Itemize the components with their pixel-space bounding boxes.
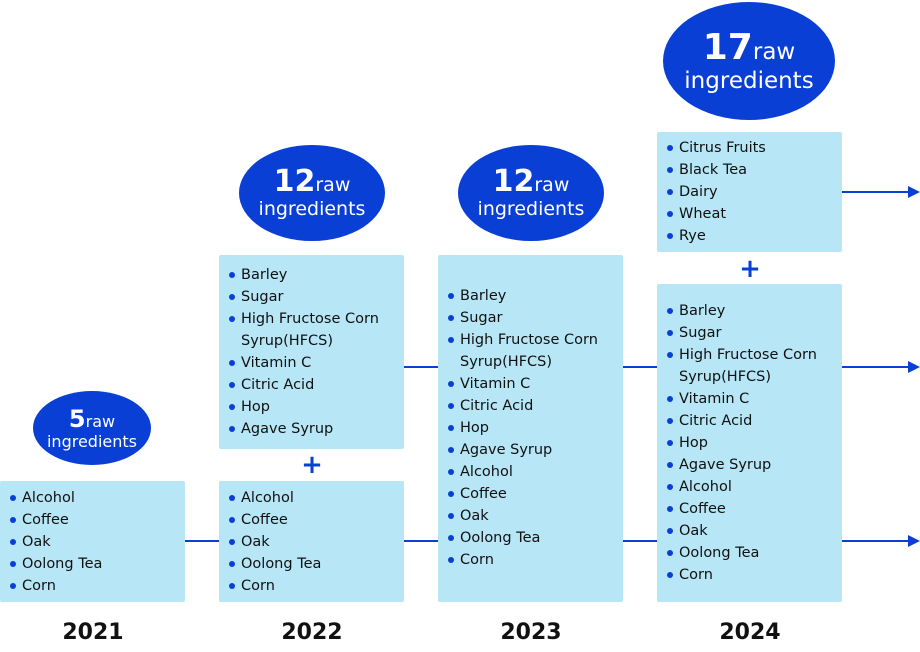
list-item: Rye [667,225,842,247]
ingredient-count-bubble-2021: 5raw ingredients [33,391,151,465]
list-item: Coffee [448,483,623,505]
list-item: Hop [229,396,404,418]
list-item: Corn [448,549,623,571]
list-item: Vitamin C [448,373,623,395]
raw-label: raw [85,411,116,431]
list-item: Alcohol [10,487,185,509]
raw-label: raw [315,174,351,196]
ingredients-label: ingredients [46,431,137,451]
list-item: Wheat [667,203,842,225]
ingredient-box-2022-base: Alcohol Coffee Oak Oolong Tea Corn [219,481,404,602]
year-label: 2023 [500,620,562,645]
plus-icon: + [739,254,761,284]
list-item: Corn [667,564,842,586]
ingredient-box-2024-base: Barley Sugar High Fructose Corn Syrup(HF… [657,284,842,602]
year-label: 2022 [281,620,343,645]
ingredients-label: ingredients [684,67,814,94]
arrow-head-icon [908,361,920,373]
list-item: Syrup(HFCS) [241,333,334,349]
ingredient-box-2024-new: Citrus Fruits Black Tea Dairy Wheat Rye [657,132,842,252]
list-item: Oolong Tea [229,553,404,575]
ingredients-label: ingredients [477,198,585,220]
list-item: Oak [667,520,842,542]
ingredient-count: 12 [492,164,535,199]
ingredient-count: 12 [273,164,316,199]
list-item: Oak [10,531,185,553]
ingredient-list: Alcohol Coffee Oak Oolong Tea Corn [229,487,404,597]
list-item: Citric Acid [667,410,842,432]
list-item: Agave Syrup [448,439,623,461]
list-item: Alcohol [448,461,623,483]
year-label: 2021 [62,620,124,645]
list-item: Hop [667,432,842,454]
ingredient-box-2021: Alcohol Coffee Oak Oolong Tea Corn [0,481,185,602]
list-item: High Fructose Corn [667,344,842,366]
ingredient-count-bubble-2023: 12raw ingredients [458,145,604,241]
ingredient-count-bubble-2022: 12raw ingredients [239,145,385,241]
raw-label: raw [752,38,796,65]
list-item: Vitamin C [667,388,842,410]
list-item: Oolong Tea [10,553,185,575]
arrow-head-icon [908,186,920,198]
list-item: Black Tea [667,159,842,181]
ingredient-box-2022-new: Barley Sugar High Fructose Corn Syrup(HF… [219,255,404,449]
arrow-head-icon [908,535,920,547]
list-item: Sugar [667,322,842,344]
list-item: Coffee [229,509,404,531]
list-item: Oolong Tea [667,542,842,564]
list-item: Barley [667,300,842,322]
ingredients-label: ingredients [258,198,366,220]
list-item: Citric Acid [229,374,404,396]
list-item: Coffee [667,498,842,520]
list-item: Agave Syrup [229,418,404,440]
ingredient-list: Alcohol Coffee Oak Oolong Tea Corn [10,487,185,597]
list-item: Alcohol [229,487,404,509]
list-item: Corn [10,575,185,597]
list-item: Alcohol [667,476,842,498]
list-item: Dairy [667,181,842,203]
list-item: Vitamin C [229,352,404,374]
ingredient-count-bubble-2024: 17raw ingredients [663,2,835,120]
plus-icon: + [301,450,323,480]
list-item: Citric Acid [448,395,623,417]
ingredient-list: Barley Sugar High Fructose Corn Syrup(HF… [448,285,623,571]
list-item: Sugar [229,286,404,308]
list-item: Corn [229,575,404,597]
list-item: Oak [448,505,623,527]
ingredient-count: 5 [68,404,86,433]
ingredient-list: Citrus Fruits Black Tea Dairy Wheat Rye [667,137,842,247]
ingredient-list: Barley Sugar High Fructose Corn Syrup(HF… [667,300,842,586]
list-item: Hop [448,417,623,439]
list-item: Citrus Fruits [667,137,842,159]
list-item: Coffee [10,509,185,531]
ingredient-list: Barley Sugar High Fructose Corn Syrup(HF… [229,264,404,440]
raw-label: raw [534,174,570,196]
ingredient-count: 17 [702,26,753,68]
list-item: Agave Syrup [667,454,842,476]
list-item: Oak [229,531,404,553]
ingredient-box-2023: Barley Sugar High Fructose Corn Syrup(HF… [438,255,623,602]
list-item: Sugar [448,307,623,329]
year-label: 2024 [719,620,781,645]
list-item: High Fructose Corn [448,329,623,351]
list-item: Oolong Tea [448,527,623,549]
list-item: Syrup(HFCS) [460,354,553,370]
list-item: High Fructose Corn [229,308,404,330]
list-item: Barley [229,264,404,286]
list-item: Syrup(HFCS) [679,369,772,385]
list-item: Barley [448,285,623,307]
